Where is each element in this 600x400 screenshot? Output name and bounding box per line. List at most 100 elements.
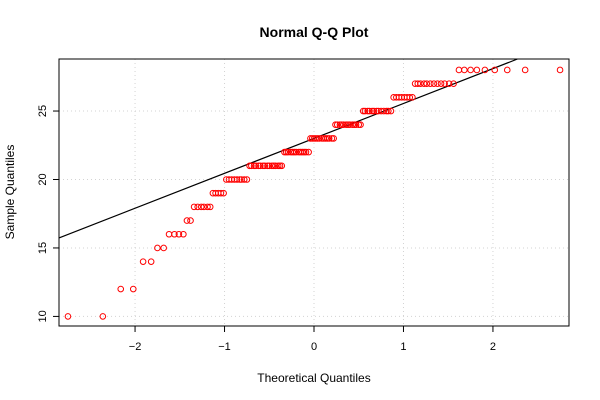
data-point-33 <box>243 176 251 183</box>
data-point-19 <box>206 203 214 211</box>
data-point-36 <box>250 162 258 170</box>
data-point-66 <box>312 135 320 142</box>
x-tick-label-0: −2 <box>129 341 142 353</box>
data-point-41 <box>261 162 269 170</box>
data-point-6 <box>154 244 161 252</box>
y-tick-label-1: 15 <box>37 242 49 254</box>
data-point-9 <box>171 230 178 238</box>
data-point-81 <box>342 121 350 129</box>
chart-title: Normal Q-Q Plot <box>260 24 369 40</box>
data-point-38 <box>255 162 262 170</box>
data-point-119 <box>441 80 448 87</box>
data-point-114 <box>423 80 431 87</box>
data-point-47 <box>274 162 282 170</box>
data-point-88 <box>357 121 364 129</box>
data-point-75 <box>330 135 337 142</box>
data-point-79 <box>338 121 346 129</box>
data-point-18 <box>204 203 211 211</box>
y-tick-label-2: 20 <box>37 173 49 185</box>
data-point-112 <box>417 80 424 87</box>
data-point-117 <box>434 80 441 87</box>
data-point-55 <box>291 148 298 156</box>
data-point-126 <box>481 66 489 74</box>
data-point-5 <box>147 258 155 265</box>
x-tick-label-2: 0 <box>311 341 317 353</box>
data-point-129 <box>521 66 529 74</box>
data-point-93 <box>368 107 376 115</box>
data-point-90 <box>361 107 369 115</box>
grid <box>59 59 569 326</box>
data-point-29 <box>233 176 241 183</box>
data-point-11 <box>180 230 187 238</box>
data-point-8 <box>165 230 173 238</box>
x-axis: −2 −1 0 1 2 <box>129 326 496 353</box>
data-point-23 <box>217 189 225 197</box>
data-point-44 <box>268 162 276 170</box>
data-point-123 <box>461 66 468 74</box>
data-point-124 <box>467 66 474 74</box>
data-point-77 <box>333 121 341 129</box>
data-point-49 <box>278 162 286 170</box>
data-point-62 <box>305 148 312 156</box>
data-point-109 <box>409 94 416 101</box>
x-axis-label: Theoretical Quantiles <box>257 371 370 385</box>
data-point-120 <box>445 80 453 87</box>
data-point-80 <box>340 121 347 129</box>
data-point-42 <box>264 162 271 170</box>
data-point-3 <box>129 285 137 293</box>
data-point-85 <box>350 121 358 129</box>
data-point-118 <box>437 80 445 87</box>
data-point-100 <box>384 107 392 115</box>
data-point-16 <box>197 203 205 211</box>
data-point-122 <box>455 66 463 74</box>
data-point-24 <box>220 189 227 197</box>
data-point-48 <box>276 162 284 170</box>
data-point-71 <box>322 135 329 142</box>
data-point-35 <box>248 162 255 170</box>
data-point-4 <box>139 258 147 265</box>
data-point-43 <box>265 162 273 170</box>
data-point-87 <box>355 121 363 129</box>
data-point-111 <box>414 80 422 87</box>
x-tick-label-1: −1 <box>218 341 231 353</box>
reference-line-layer <box>58 58 518 239</box>
data-point-76 <box>332 121 339 129</box>
data-point-86 <box>352 121 360 129</box>
data-point-45 <box>270 162 278 170</box>
data-point-54 <box>289 148 296 156</box>
y-axis-label: Sample Quantiles <box>3 145 17 240</box>
data-point-95 <box>373 107 380 115</box>
data-point-128 <box>503 66 511 74</box>
data-point-113 <box>420 80 428 87</box>
data-point-52 <box>284 148 292 156</box>
data-point-83 <box>346 121 354 129</box>
data-point-14 <box>190 203 198 211</box>
points-layer <box>64 66 564 320</box>
data-point-51 <box>282 148 290 156</box>
data-point-7 <box>160 244 167 252</box>
data-point-115 <box>427 80 434 87</box>
data-point-17 <box>200 203 208 211</box>
data-point-12 <box>183 217 191 224</box>
qq-reference-line <box>58 58 518 239</box>
data-point-10 <box>175 230 183 238</box>
data-point-0 <box>64 313 72 320</box>
data-point-37 <box>252 162 260 170</box>
data-point-125 <box>473 66 481 74</box>
data-point-94 <box>370 107 378 115</box>
y-tick-label-0: 10 <box>37 310 49 322</box>
data-point-30 <box>236 176 244 183</box>
data-point-127 <box>491 66 499 74</box>
y-axis: 10 15 20 25 <box>37 105 59 323</box>
data-point-78 <box>336 121 344 129</box>
x-tick-label-4: 2 <box>490 341 496 353</box>
data-point-56 <box>292 148 300 156</box>
data-point-73 <box>325 135 333 142</box>
data-point-15 <box>194 203 201 211</box>
data-point-39 <box>257 162 264 170</box>
data-point-89 <box>359 107 367 115</box>
data-point-82 <box>344 121 352 129</box>
data-point-50 <box>281 148 288 156</box>
data-point-121 <box>450 80 457 87</box>
data-point-40 <box>259 162 267 170</box>
